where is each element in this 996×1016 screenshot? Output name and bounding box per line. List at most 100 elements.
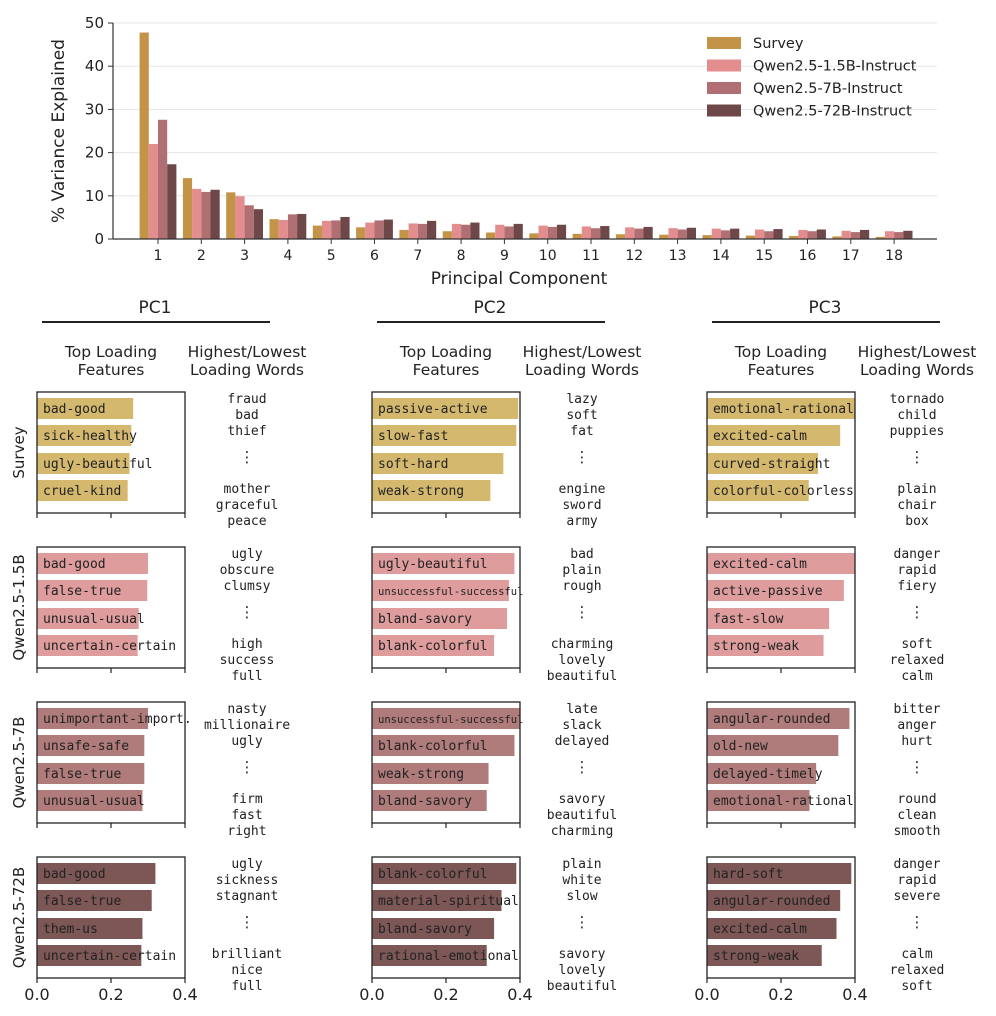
ellipsis: ⋮ [240, 913, 255, 931]
row-label-survey: Survey [10, 426, 28, 478]
bar-survey [572, 233, 582, 239]
bar-q72 [297, 213, 307, 239]
bar-q7 [287, 214, 298, 239]
loading-bar [372, 763, 489, 784]
bar-q72 [340, 216, 350, 239]
loading-bar [37, 890, 152, 911]
loading-bar-label: false-true [43, 584, 121, 599]
features-header: Top Loading [399, 343, 492, 361]
low-loading-word: brilliant [212, 947, 282, 962]
loading-bar [707, 608, 830, 629]
legend-label: Qwen2.5-1.5B-Instruct [753, 59, 917, 75]
high-loading-word: rough [562, 579, 601, 594]
loading-bar-label: them-us [43, 922, 98, 937]
loading-bar [707, 763, 817, 784]
x-tick-label: 3 [240, 248, 249, 264]
y-tick-label: 0 [94, 230, 104, 248]
bar-q15 [148, 143, 158, 239]
bar-q15 [668, 228, 678, 239]
bar-q15 [755, 229, 765, 239]
loading-bar [372, 790, 487, 811]
panel-row-qwen-7b: angular-rounded old-new delayed-timely emot… [706, 701, 941, 839]
panel-row-survey: passive-active slow-fast soft-hard weak-str… [371, 391, 606, 529]
bar-survey [702, 235, 712, 239]
x-tick-label: 18 [885, 248, 903, 264]
loading-bar-label: strong-weak [713, 949, 799, 964]
x-tick-label: 0.2 [768, 985, 793, 1004]
high-loading-word: lazy [566, 392, 597, 407]
loading-bar-label: unsafe-safe [43, 739, 129, 754]
x-tick-label: 16 [799, 248, 817, 264]
x-tick-label: 8 [457, 248, 466, 264]
ellipsis: ⋮ [575, 913, 590, 931]
high-loading-word: ugly [231, 857, 262, 872]
bar-q7 [201, 191, 211, 239]
loading-bar [707, 635, 824, 656]
loading-bar-label: blank-colorful [378, 739, 488, 754]
bar-q15 [711, 228, 721, 239]
x-tick-label: 13 [669, 248, 687, 264]
loading-bar [372, 708, 520, 729]
pc-title: PC1 [139, 298, 172, 318]
bar-survey [529, 233, 539, 239]
bar-q72 [903, 230, 913, 239]
loading-bar [372, 398, 519, 419]
x-tick-label: 10 [539, 248, 557, 264]
bar-q72 [643, 226, 653, 239]
loading-bar-label: delayed-timely [713, 767, 823, 782]
low-loading-word: soft [901, 637, 932, 652]
loading-bar-label: bland-savory [378, 612, 472, 627]
bar-q15 [884, 231, 895, 239]
bar-survey [182, 178, 193, 239]
legend-label: Qwen2.5-72B-Instruct [753, 104, 912, 120]
loading-bar [37, 553, 148, 574]
bar-q72 [600, 226, 610, 239]
bar-survey [486, 232, 496, 239]
loading-bar-label: false-true [43, 767, 121, 782]
loading-bar-label: active-passive [713, 584, 823, 599]
low-loading-word: charming [551, 637, 614, 652]
loading-bar [37, 790, 143, 811]
loading-bar [37, 398, 134, 419]
bar-q7 [894, 232, 904, 239]
bar-q72 [383, 219, 393, 239]
high-loading-word: stagnant [216, 889, 279, 904]
words-header: Loading Words [860, 361, 974, 379]
ellipsis: ⋮ [575, 448, 590, 466]
loading-bar-label: angular-rounded [713, 712, 830, 727]
bar-survey [659, 234, 669, 239]
loading-bar [707, 735, 839, 756]
bar-q72 [773, 229, 783, 239]
low-loading-word: peace [227, 514, 266, 529]
high-loading-word: fraud [227, 392, 266, 407]
bar-survey [875, 236, 885, 239]
loading-bar-label: false-true [43, 894, 121, 909]
low-loading-word: plain [897, 482, 936, 497]
low-loading-word: soft [901, 979, 932, 994]
loading-bar [372, 635, 495, 656]
loading-bar-label: passive-active [378, 402, 488, 417]
loading-bar [37, 425, 132, 446]
low-loading-word: engine [559, 482, 606, 497]
loading-bar [707, 890, 841, 911]
low-loading-word: high [231, 637, 262, 652]
low-loading-word: full [231, 669, 262, 684]
bar-q72 [427, 220, 437, 239]
bar-survey [615, 234, 626, 239]
loading-bar [37, 635, 138, 656]
loading-bar [707, 918, 837, 939]
bar-q7 [504, 226, 514, 239]
loading-bar-label: material-spiritual [378, 894, 519, 909]
loading-bar [707, 790, 810, 811]
high-loading-word: slack [562, 718, 601, 733]
panel-row-qwen-72b: hard-soft angular-rounded excited-calm stro… [706, 856, 944, 994]
low-loading-word: beautiful [547, 979, 617, 994]
loading-bar-label: unimportant-import. [43, 712, 192, 727]
loading-bar-label: rational-emotional [378, 949, 519, 964]
low-loading-word: beautiful [547, 808, 617, 823]
loading-bar [707, 863, 852, 884]
pc-title: PC2 [474, 298, 507, 318]
bar-q72 [860, 229, 870, 239]
